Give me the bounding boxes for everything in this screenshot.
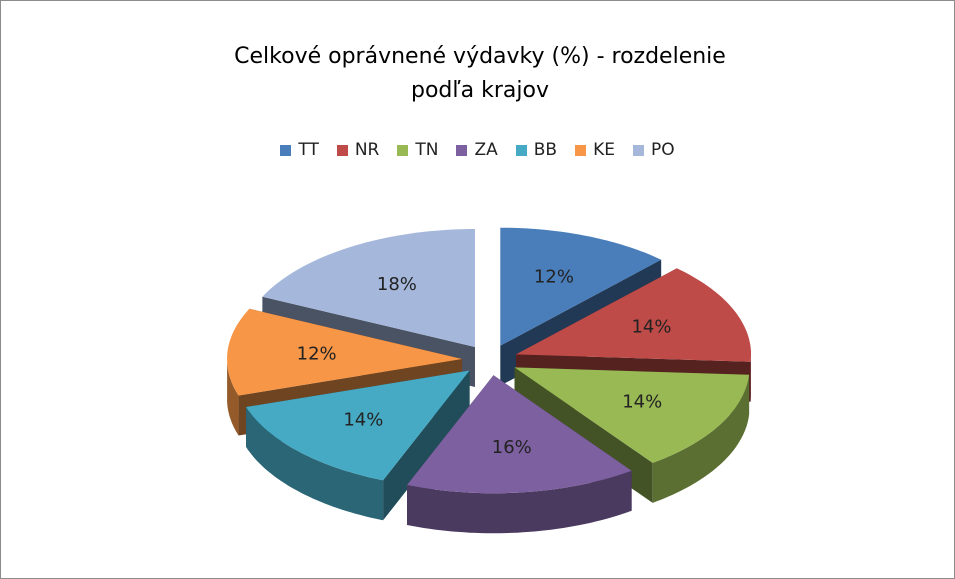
legend-swatch [632,144,644,156]
legend-item: BB [515,140,558,160]
chart-title: Celkové oprávnené výdavky (%) - rozdelen… [234,44,726,103]
legend-label: TT [298,140,319,160]
legend-label: TN [415,140,439,160]
legend-swatch [456,144,468,156]
legend-swatch [575,144,587,156]
legend-label: KE [593,140,615,160]
slice-top [500,227,662,346]
data-label: 16% [492,437,532,458]
slice-top [514,367,750,463]
legend: TT NR TN ZA BB KE PO [0,140,955,160]
slice-top [246,370,470,481]
slice-top [262,229,475,347]
legend-item: ZA [456,140,498,160]
data-label: 14% [631,316,671,337]
legend-item: PO [632,140,675,160]
legend-swatch [515,144,527,156]
slice-top [407,375,632,494]
legend-item: NR [336,140,380,160]
legend-label: PO [650,140,675,160]
slice: 16% [407,375,632,534]
slice-side [407,470,632,534]
data-label: 12% [534,267,574,288]
legend-label: NR [354,140,380,160]
slice-side [227,359,239,436]
data-label: 12% [297,343,337,364]
data-label: 18% [377,274,417,295]
data-label: 14% [622,392,662,413]
slice-top [227,308,463,396]
slice-side [246,407,384,521]
legend-label: ZA [474,140,498,160]
legend-item: TN [397,140,438,160]
legend-item: KE [575,140,615,160]
legend-swatch [397,144,409,156]
legend-swatch [336,144,348,156]
slice-top [516,268,751,362]
data-label: 14% [343,410,383,431]
slice: 14% [246,370,470,521]
legend-item: TT [280,140,319,160]
legend-label: BB [533,140,558,160]
slice-side [652,374,750,503]
legend-swatch [280,144,292,156]
